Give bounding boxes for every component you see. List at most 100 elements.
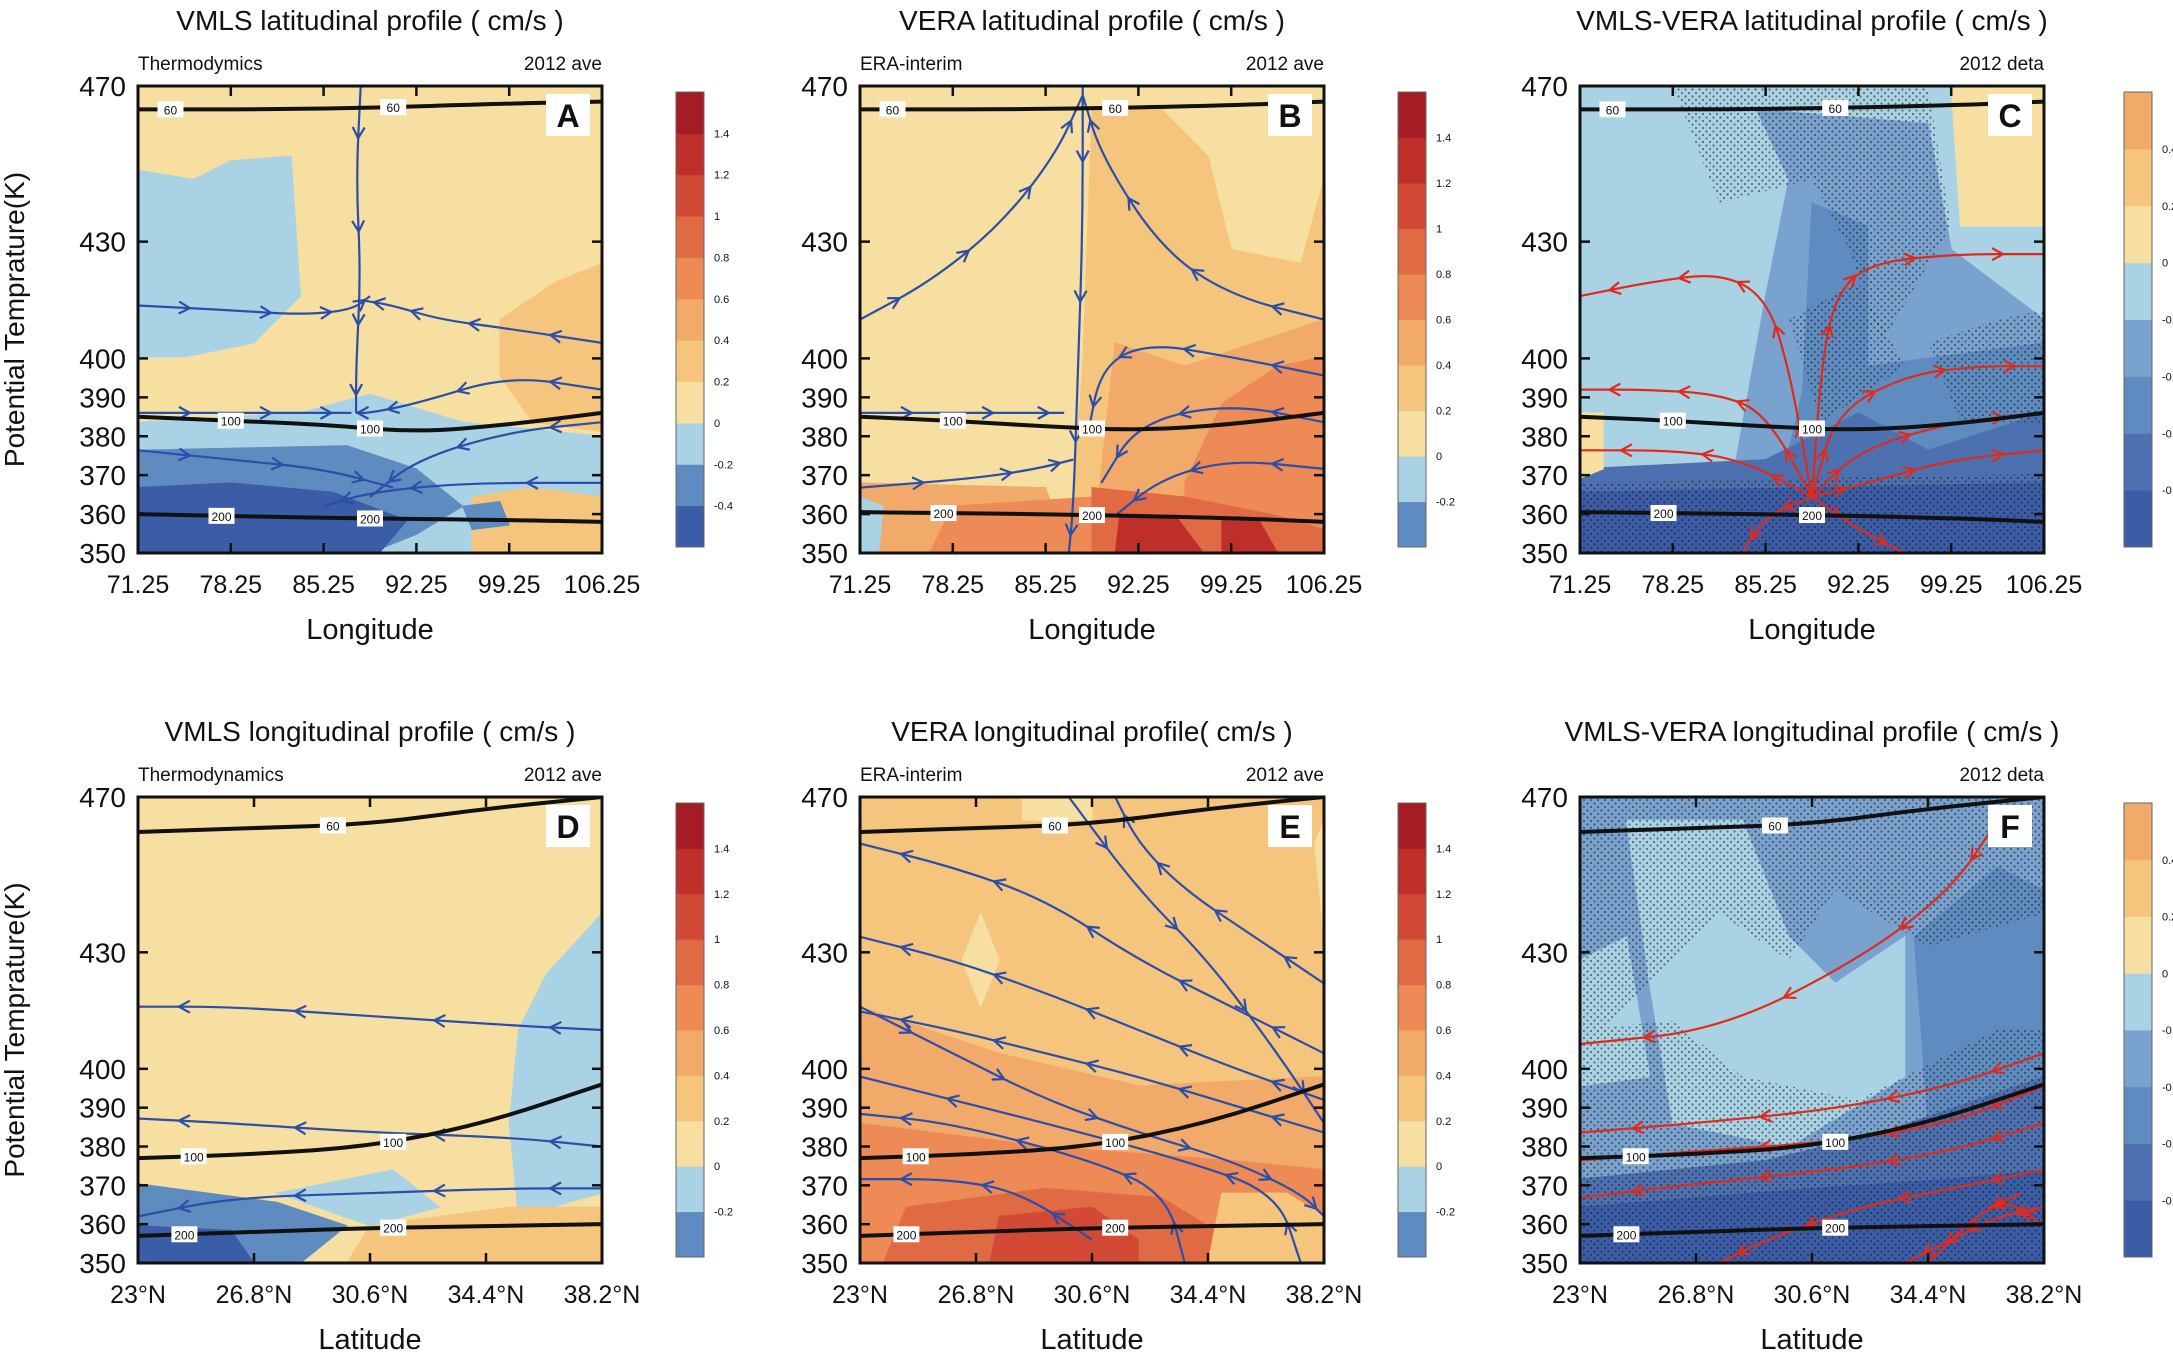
x-axis-label: Latitude [1040, 1324, 1143, 1356]
panel-letter-box [546, 94, 590, 136]
plot-area-C [1580, 86, 2044, 553]
plot-area-B [860, 86, 1324, 553]
x-tick-label: 34.4°N [448, 1281, 525, 1309]
streamline-arrow [898, 1172, 913, 1187]
y-tick-label: 390 [801, 382, 848, 413]
field-region [275, 1169, 441, 1227]
x-tick-label: 23°N [110, 1281, 166, 1309]
streamline-arrow [1156, 861, 1171, 876]
contour-label-box [380, 99, 407, 116]
streamline-arrow [991, 878, 1007, 892]
streamline-arrow [1607, 382, 1621, 397]
streamline-arrow [431, 1014, 446, 1028]
streamline-arrow [1770, 474, 1785, 487]
colorbar-segment [1398, 1120, 1426, 1167]
colorbar-segment [1398, 274, 1426, 320]
streamline-arrow [1990, 1061, 2005, 1075]
streamline-arrow [1781, 497, 1797, 511]
streamline-arrow [1085, 925, 1100, 939]
streamline-arrow [956, 249, 971, 263]
streamline-arrow [524, 475, 539, 490]
y-tick-label: 400 [801, 1054, 848, 1085]
streamline-arrow [1902, 465, 1917, 480]
streamline [860, 1010, 1324, 1134]
streamline-arrow [455, 381, 471, 395]
streamline [1580, 449, 1813, 498]
colorbar-label: 1.4 [714, 843, 729, 855]
plot-area-F [1580, 797, 2044, 1263]
colorbar-label: -0.2 [714, 459, 733, 471]
colorbar-segment [1398, 319, 1426, 366]
contour-label-box [319, 817, 346, 834]
colorbar-label: -0.4 [2162, 1082, 2173, 1094]
x-tick-label: 92.25 [385, 571, 448, 599]
colorbar-label: 1.2 [1436, 178, 1451, 190]
contour-label: 100 [184, 1150, 204, 1164]
colorbar-segment [676, 1030, 704, 1076]
contour-label-box [939, 412, 966, 429]
colorbar-label: 1.4 [714, 128, 729, 140]
streamline [323, 481, 602, 508]
contour-label-box [1659, 412, 1686, 429]
field-region [1580, 412, 1604, 479]
streamline-arrow [351, 313, 366, 328]
streamline-arrow [991, 1068, 1007, 1081]
streamline-arrow [1772, 323, 1786, 339]
contour-label-box [1622, 1148, 1649, 1165]
streamline-arrow [979, 1180, 995, 1194]
colorbar-label: 1.2 [714, 170, 729, 182]
streamline-arrow [1630, 1120, 1645, 1135]
streamline-arrow [887, 297, 902, 310]
contour-label: 60 [326, 819, 340, 833]
streamline-arrow [1843, 274, 1857, 289]
streamline [860, 458, 1074, 489]
plot-frame [136, 84, 604, 555]
streamline-arrow [1060, 118, 1074, 134]
colorbar-segment [676, 848, 704, 895]
colorbar-segment [676, 216, 704, 258]
colorbar-segment [1398, 501, 1426, 548]
colorbar-label: 0.6 [1436, 315, 1451, 327]
contour-label-box [902, 1148, 929, 1165]
x-tick-label: 26.8°N [1658, 1281, 1735, 1309]
streamline-arrow [351, 219, 366, 234]
y-tick-label: 380 [79, 421, 126, 452]
streamline-arrow [176, 999, 191, 1014]
streamline-arrow [1885, 1152, 1900, 1167]
streamline [1741, 495, 1813, 553]
streamline-arrow [1088, 394, 1103, 409]
colorbar-label: 1 [1436, 934, 1442, 946]
colorbar-label: -0.2 [1436, 497, 1455, 509]
y-tick-label: 400 [801, 343, 848, 374]
y-tick-label: 370 [79, 1170, 126, 1201]
panel-E: 60 100 100 200 200 E VERA longitudinal profile… [801, 716, 1455, 1356]
streamline-arrow [1047, 458, 1063, 473]
contour-label: 200 [174, 1228, 194, 1242]
streamline-arrow [178, 300, 193, 315]
streamline-arrow [349, 383, 364, 398]
colorbar-segment [1398, 1030, 1426, 1076]
field-region [1021, 797, 1093, 821]
colorbar-segment [676, 257, 704, 300]
contour-label: 100 [360, 422, 380, 436]
y-tick-label: 470 [1521, 782, 1568, 813]
x-tick-label: 106.25 [2006, 571, 2082, 599]
colorbar-frame [2123, 802, 2153, 1258]
y-tick-label: 430 [801, 227, 848, 258]
colorbar-label: 0.2 [2162, 201, 2173, 213]
contour-label: 60 [387, 101, 401, 115]
x-axis-label: Longitude [306, 614, 433, 646]
streamline-arrow [1630, 1183, 1645, 1198]
x-tick-label: 71.25 [107, 571, 170, 599]
y-tick-label: 350 [801, 1248, 848, 1279]
contour-label-box [1079, 507, 1105, 524]
streamline-arrow [259, 405, 274, 420]
x-tick-label: 34.4°N [1890, 1281, 1967, 1309]
y-axis-label: Potential Temprature(K) [0, 172, 30, 467]
contour-label: 200 [360, 512, 380, 526]
contour-label: 200 [1105, 1222, 1125, 1236]
y-tick-label: 430 [1521, 227, 1568, 258]
colorbar-segment [1398, 1075, 1426, 1122]
streamline [355, 86, 362, 413]
colorbar-label: 0.2 [2162, 912, 2173, 924]
